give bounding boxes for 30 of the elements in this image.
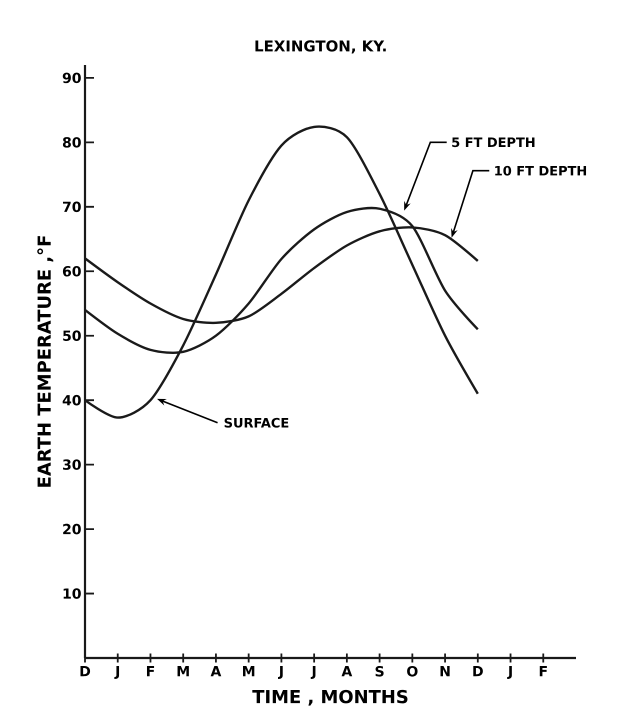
y-tick-label: 20 (63, 524, 81, 534)
x-tick-label: J (310, 666, 316, 679)
x-tick-label: O (407, 666, 418, 677)
x-tick-label: D (473, 666, 483, 676)
y-axis-title: EARTH TEMPERATURE ,°F (37, 236, 54, 487)
x-axis-title: TIME , MONTHS (252, 690, 408, 706)
x-tick-label: A (342, 666, 352, 676)
y-tick-label: 40 (62, 394, 81, 406)
y-tick-label: 10 (64, 588, 81, 599)
y-tick-label: 30 (63, 459, 81, 470)
y-tick-label: 90 (62, 72, 81, 84)
x-tick-label: J (507, 666, 512, 679)
x-tick-label: S (376, 666, 384, 677)
text: 5 FT DEPTH (452, 138, 534, 148)
text: 10 FT DEPTH (495, 166, 586, 176)
x-tick-label: J (114, 666, 120, 679)
y-tick-label: 70 (63, 202, 81, 212)
x-tick-label: N (440, 666, 450, 676)
y-tick-label: 60 (62, 266, 81, 277)
x-tick-label: M (243, 666, 254, 676)
chart-title: LEXINGTON, KY. (255, 40, 386, 54)
x-tick-label: F (146, 666, 154, 676)
x-tick-label: A (210, 666, 222, 676)
y-tick-label: 50 (63, 330, 81, 341)
x-tick-label: D (80, 666, 90, 676)
x-tick-label: F (540, 666, 547, 676)
x-tick-label: J (278, 666, 283, 679)
y-tick-label: 80 (62, 137, 81, 148)
text: SURFACE (224, 418, 288, 428)
x-tick-label: M (178, 666, 189, 676)
